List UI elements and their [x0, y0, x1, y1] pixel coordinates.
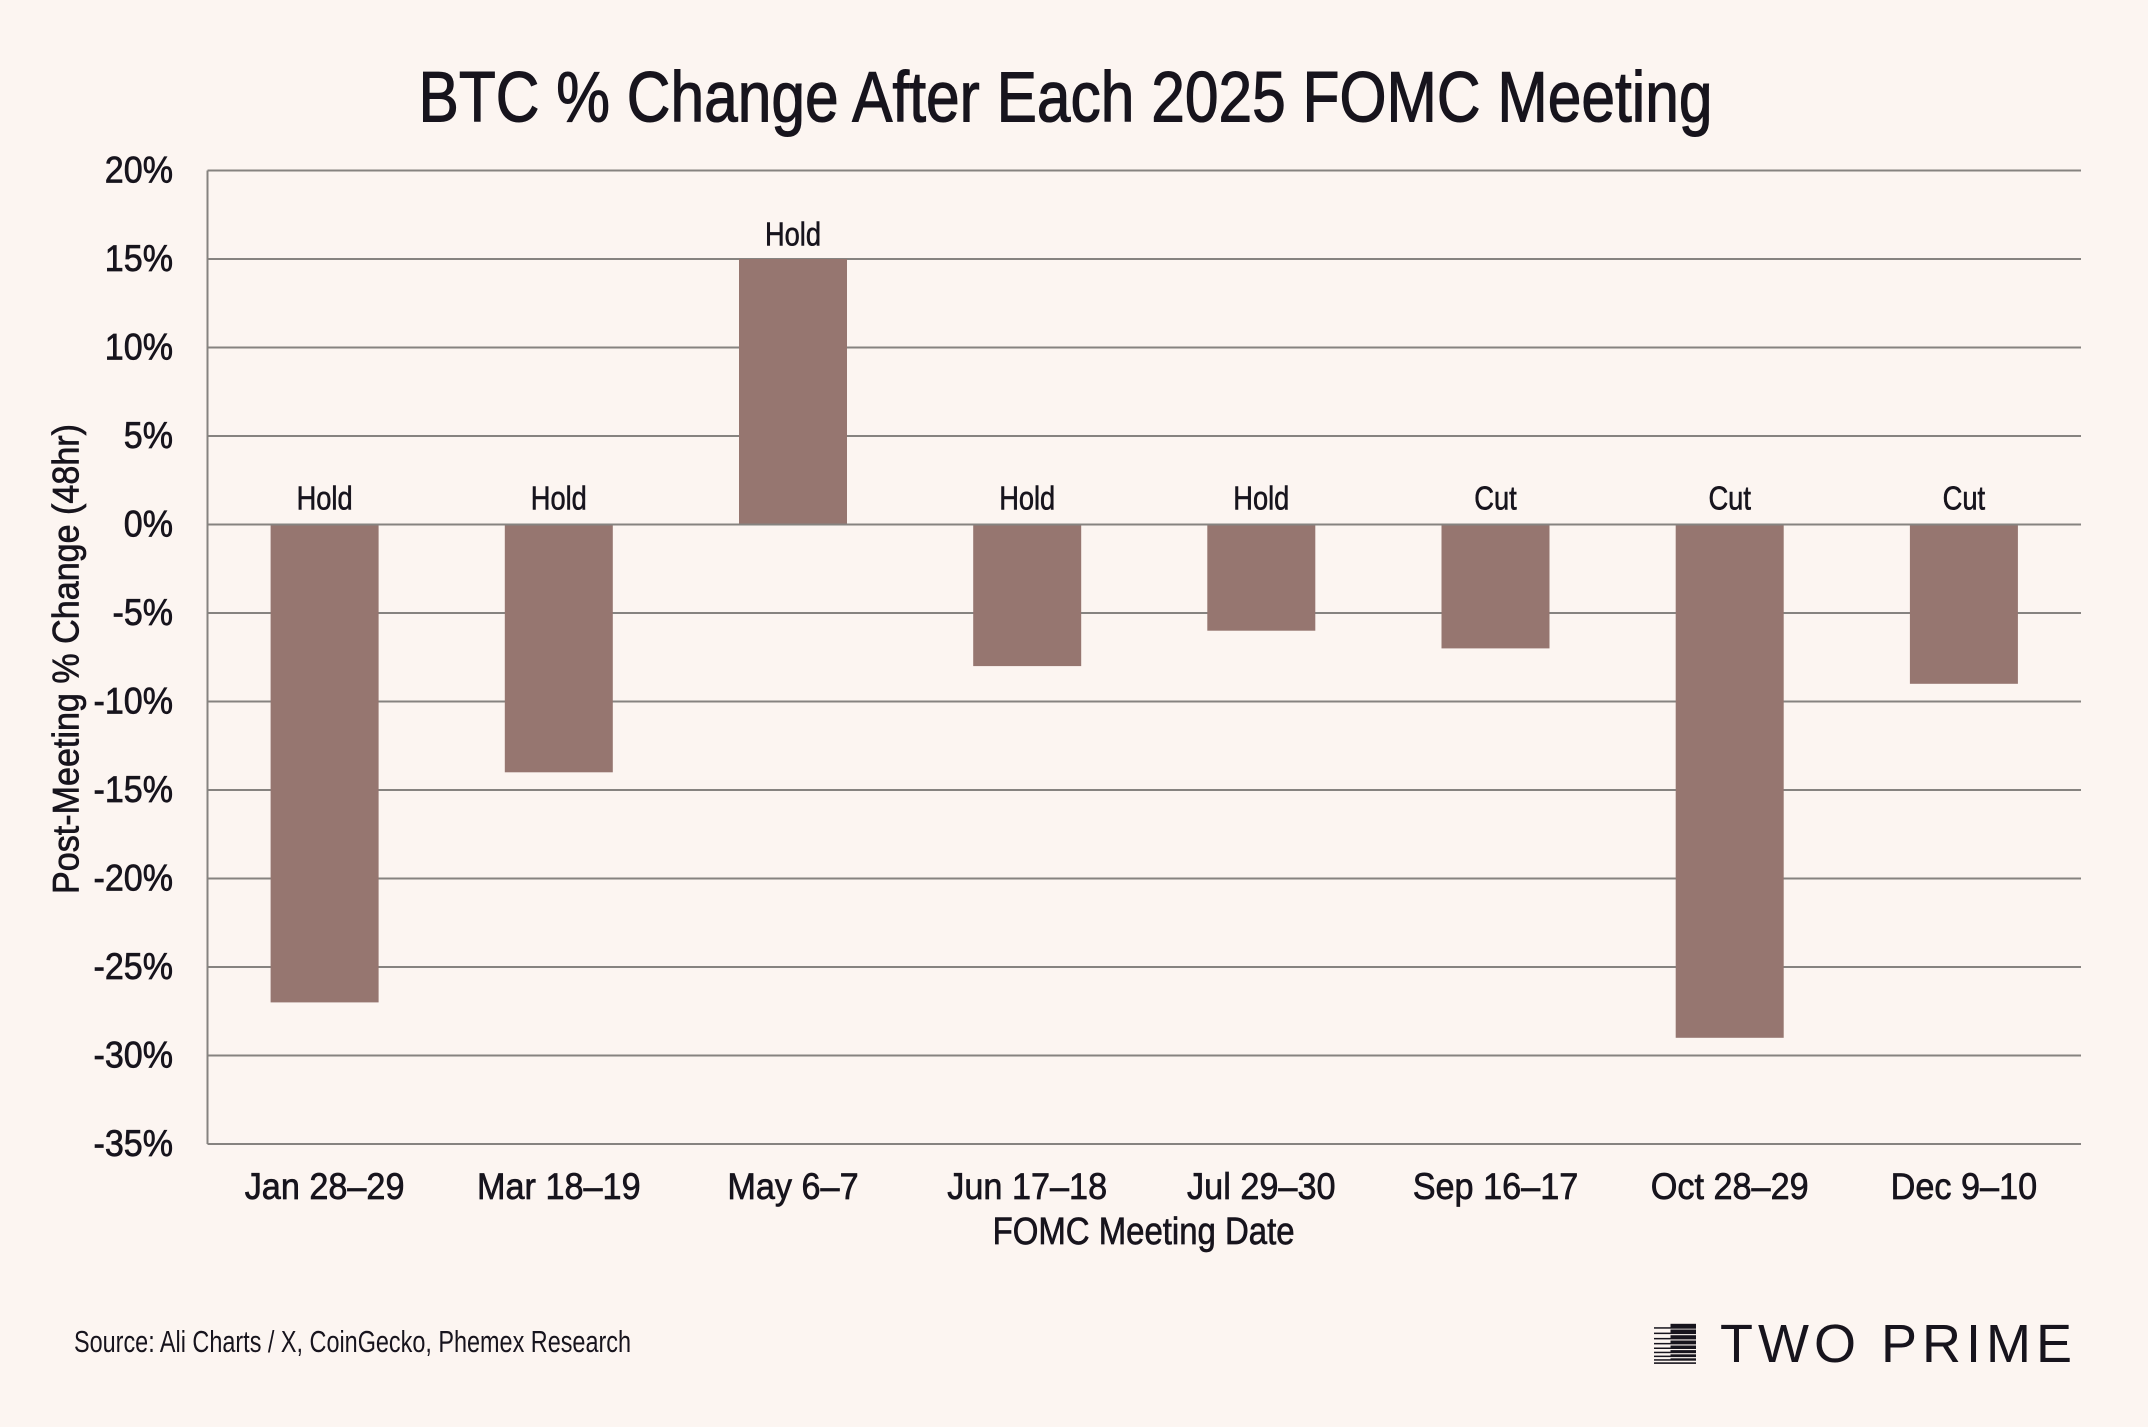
svg-text:15%: 15%	[105, 238, 173, 279]
svg-text:Oct 28–29: Oct 28–29	[1651, 1166, 1809, 1207]
svg-text:Hold: Hold	[531, 480, 587, 517]
svg-text:-35%: -35%	[94, 1123, 174, 1164]
svg-text:-20%: -20%	[94, 858, 174, 899]
svg-text:May 6–7: May 6–7	[727, 1166, 858, 1207]
svg-text:Hold: Hold	[1233, 480, 1289, 517]
svg-text:Hold: Hold	[999, 480, 1055, 517]
svg-text:-10%: -10%	[94, 681, 174, 722]
svg-text:FOMC Meeting Date: FOMC Meeting Date	[993, 1211, 1295, 1253]
svg-text:-5%: -5%	[113, 592, 174, 633]
svg-text:BTC % Change After Each 2025 F: BTC % Change After Each 2025 FOMC Meetin…	[419, 59, 1713, 138]
svg-text:Post-Meeting % Change (48hr): Post-Meeting % Change (48hr)	[46, 424, 87, 894]
svg-text:Jun 17–18: Jun 17–18	[947, 1166, 1107, 1207]
svg-text:-25%: -25%	[94, 946, 174, 987]
svg-text:0%: 0%	[124, 504, 173, 545]
svg-text:Jan 28–29: Jan 28–29	[245, 1166, 405, 1207]
svg-text:Cut: Cut	[1708, 480, 1751, 517]
svg-text:Jul 29–30: Jul 29–30	[1187, 1166, 1336, 1207]
svg-text:Hold: Hold	[765, 216, 821, 253]
svg-text:Source: Ali Charts / X, CoinGe: Source: Ali Charts / X, CoinGecko, Pheme…	[74, 1325, 631, 1359]
svg-text:Hold: Hold	[297, 480, 353, 517]
svg-text:TWO PRIME: TWO PRIME	[1720, 1314, 2072, 1374]
svg-text:Mar 18–19: Mar 18–19	[477, 1166, 641, 1207]
svg-text:Sep 16–17: Sep 16–17	[1413, 1166, 1579, 1207]
svg-text:20%: 20%	[105, 150, 173, 191]
svg-text:-15%: -15%	[94, 769, 174, 810]
svg-text:5%: 5%	[124, 415, 173, 456]
svg-text:Dec 9–10: Dec 9–10	[1891, 1166, 2038, 1207]
svg-text:Cut: Cut	[1474, 480, 1517, 517]
svg-text:-30%: -30%	[94, 1035, 174, 1076]
svg-text:Cut: Cut	[1943, 480, 1986, 517]
svg-text:10%: 10%	[105, 327, 173, 368]
